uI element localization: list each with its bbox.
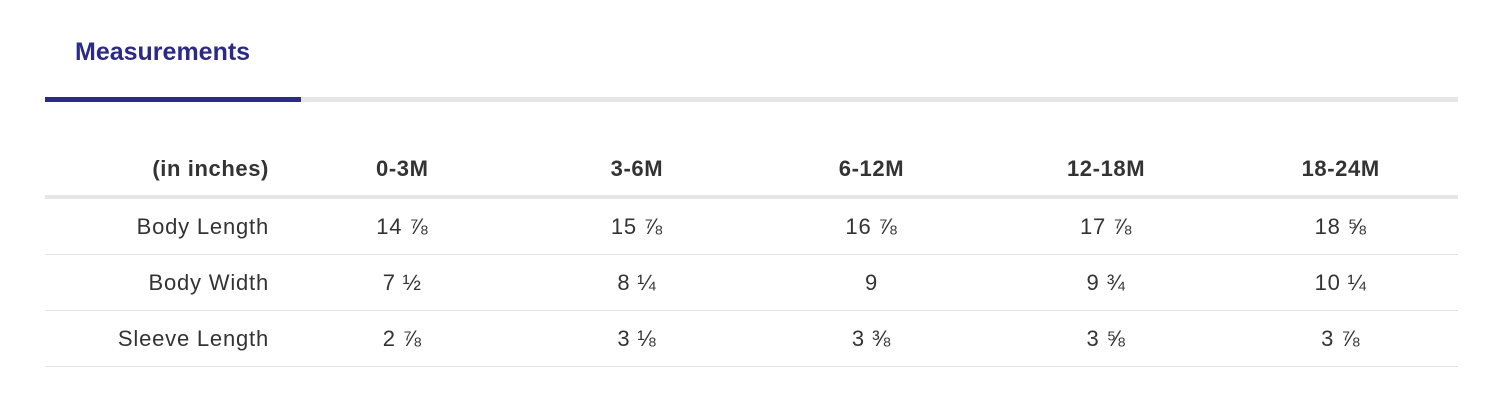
table-header-row: (in inches) 0-3M 3-6M 6-12M 12-18M 18-24… xyxy=(45,142,1458,199)
table-cell: 3 ⅝ xyxy=(988,310,1224,367)
column-header-size: 0-3M xyxy=(285,142,520,199)
table-cell: 3 ⅜ xyxy=(754,310,989,367)
table-cell: 14 ⅞ xyxy=(285,197,520,255)
tab-bar: Measurements xyxy=(45,0,1458,102)
row-label: Sleeve Length xyxy=(45,310,285,367)
row-label: Body Length xyxy=(45,197,285,255)
column-header-size: 6-12M xyxy=(754,142,989,199)
tab-measurements[interactable]: Measurements xyxy=(45,0,301,102)
table-cell: 3 ⅞ xyxy=(1223,310,1458,367)
table-cell: 7 ½ xyxy=(285,254,520,311)
table-cell: 15 ⅞ xyxy=(519,197,755,255)
column-header-size: 3-6M xyxy=(519,142,755,199)
active-tab-indicator xyxy=(45,97,301,102)
tab-bar-divider xyxy=(45,97,1458,102)
table-cell: 3 ⅛ xyxy=(519,310,755,367)
table-cell: 9 ¾ xyxy=(988,254,1224,311)
table-row: Sleeve Length 2 ⅞ 3 ⅛ 3 ⅜ 3 ⅝ 3 ⅞ xyxy=(45,310,1458,367)
table-cell: 2 ⅞ xyxy=(285,310,520,367)
table-cell: 9 xyxy=(754,254,989,311)
table-row: Body Length 14 ⅞ 15 ⅞ 16 ⅞ 17 ⅞ 18 ⅝ xyxy=(45,197,1458,255)
table-cell: 10 ¼ xyxy=(1223,254,1458,311)
column-header-size: 18-24M xyxy=(1223,142,1458,199)
tab-measurements-label: Measurements xyxy=(75,38,251,66)
table-cell: 18 ⅝ xyxy=(1223,197,1458,255)
table-cell: 17 ⅞ xyxy=(988,197,1224,255)
table-cell: 8 ¼ xyxy=(519,254,755,311)
table-cell: 16 ⅞ xyxy=(754,197,989,255)
table-row: Body Width 7 ½ 8 ¼ 9 9 ¾ 10 ¼ xyxy=(45,254,1458,311)
unit-header: (in inches) xyxy=(45,142,285,199)
size-chart-table: (in inches) 0-3M 3-6M 6-12M 12-18M 18-24… xyxy=(45,142,1458,367)
column-header-size: 12-18M xyxy=(988,142,1224,199)
row-label: Body Width xyxy=(45,254,285,311)
